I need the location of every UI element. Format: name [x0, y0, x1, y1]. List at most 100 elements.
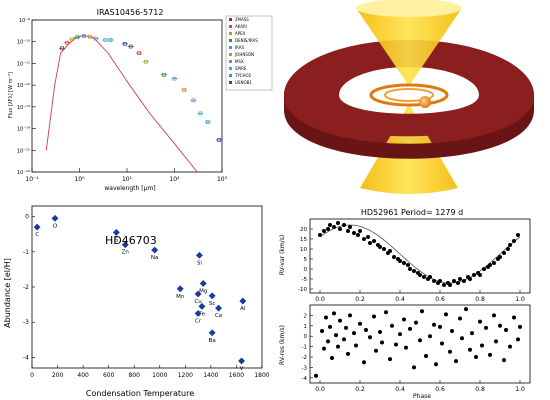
sed-point — [65, 40, 70, 45]
rv-bottom-point — [378, 330, 382, 335]
rv-top-ytick-label: 0 — [304, 267, 308, 273]
rv-bottom-point — [368, 335, 372, 340]
rv-bottom-point — [424, 353, 428, 358]
sed-ylabel: Flux [λFλ] [W m⁻²] — [8, 72, 14, 118]
rv-bottom-point — [502, 358, 506, 363]
abundance-point — [239, 297, 247, 305]
sed-legend-swatch — [229, 81, 232, 84]
abundance-point — [112, 228, 120, 236]
rv-top-point — [352, 231, 356, 235]
sed-legend-label: TYCHO2 — [234, 73, 252, 78]
abundance-point-label: Fe — [199, 311, 206, 317]
rv-top-xtick-label: 1.0 — [515, 296, 525, 303]
sed-title: IRAS10456-5712 — [97, 8, 164, 17]
rv-top-point — [362, 237, 366, 241]
sed-chart: 10⁻¹ 10⁰ 10¹ 10² 10³ 10⁻⁹ 10⁻¹⁰ 10⁻¹¹ 10⁻¹² 10⁻¹³… — [0, 0, 280, 195]
rv-bottom-point — [362, 360, 366, 365]
rv-bottom-point — [458, 316, 462, 321]
sed-point — [144, 59, 148, 64]
rv-top-ytick-label: -10 — [298, 287, 307, 293]
rv-top-point — [438, 279, 442, 283]
abundance-xtick-label: 200 — [52, 372, 64, 379]
abundance-point — [121, 241, 129, 249]
rv-top-frame — [309, 218, 531, 294]
rv-bottom-point — [516, 337, 520, 342]
rv-bottom-point — [336, 344, 340, 349]
rv-bottom-point — [324, 315, 328, 320]
rv-bottom-point — [402, 317, 406, 322]
sed-point — [93, 36, 98, 41]
sed-legend-swatch — [229, 74, 232, 77]
abundance-xlabel: Condensation Temperature — [86, 389, 194, 398]
rv-bottom-ytick-label: -1 — [302, 345, 307, 351]
abundance-point-label: Al — [240, 306, 246, 312]
abundance-star-label: HD46703 — [105, 234, 157, 247]
sed-xlabel: wavelength [μm] — [104, 185, 155, 192]
abundance-point-label: Mn — [176, 294, 185, 300]
rv-bottom-point — [488, 352, 492, 357]
rv-top-point — [406, 263, 410, 267]
rv-xlabel: Phase — [413, 393, 431, 400]
sed-legend-swatch — [229, 46, 232, 49]
rv-top-xtick-label: 0.0 — [315, 296, 325, 303]
abundance-ytick-label: -2 — [23, 284, 29, 291]
abundance-point-label: Na — [151, 255, 159, 261]
rv-bottom-ytick-label: 0 — [304, 334, 308, 340]
rv-top-point — [506, 247, 510, 251]
abundance-point — [151, 246, 159, 254]
abundance-xtick-label: 1400 — [203, 372, 218, 379]
upper-jet-cone — [356, 1, 462, 86]
abundance-xtick-label: 1800 — [254, 372, 269, 379]
sed-legend-label: DENIS/IRAS — [235, 38, 258, 43]
sed-point — [103, 38, 108, 42]
abundance-point-label: C — [35, 232, 39, 238]
abundance-point — [51, 214, 59, 222]
rv-top-point — [508, 243, 512, 247]
sed-point — [60, 46, 64, 51]
rv-bottom-point — [404, 345, 408, 350]
rv-top-point — [472, 273, 476, 277]
abundance-point-label: Mg — [199, 288, 207, 294]
sed-legend-swatch — [229, 60, 232, 63]
torus-illustration — [284, 0, 534, 194]
rv-bottom-point — [484, 325, 488, 330]
sed-point — [75, 35, 80, 40]
abundance-point — [33, 223, 41, 231]
rv-bottom-point — [432, 322, 436, 327]
rv-bottom-point — [512, 315, 516, 320]
rv-bottom-frame — [309, 304, 531, 384]
sed-point — [182, 88, 187, 92]
rv-bottom-ytick-label: -2 — [302, 355, 307, 361]
torus-front-top — [284, 95, 534, 137]
rv-bottom-point — [394, 342, 398, 347]
rv-top-point — [478, 273, 482, 277]
sed-point — [122, 41, 127, 46]
rv-bottom-xtick-label: 0.8 — [475, 386, 485, 393]
rv-top-point — [346, 229, 350, 233]
companion-star — [419, 96, 431, 108]
rv-bottom-point — [464, 307, 468, 312]
rv-top-point — [488, 263, 492, 267]
rv-bottom-point — [322, 346, 326, 351]
rv-top-point — [456, 281, 460, 285]
abundance-point-label: Cu — [194, 299, 201, 305]
rv-top-xtick-label: 0.6 — [435, 296, 445, 303]
sed-legend-label: APEX — [235, 31, 246, 36]
rv-bottom-point — [390, 323, 394, 328]
sed-legend-label: IRAS — [235, 45, 245, 50]
rv-top-point — [372, 239, 376, 243]
rv-bottom-xtick-label: 0.0 — [315, 386, 325, 393]
rv-bottom-point — [384, 310, 388, 315]
sed-legend-label: JOHNSON — [234, 52, 254, 57]
rv-top-point — [432, 279, 436, 283]
rv-top-point — [326, 227, 330, 231]
rv-top-point — [428, 275, 432, 279]
rv-top-point — [356, 233, 360, 237]
sed-xtick-label: 10⁻¹ — [25, 176, 39, 183]
sed-legend-swatch — [229, 67, 232, 70]
central-star — [405, 91, 413, 99]
rv-bottom-point — [412, 365, 416, 370]
rv-bottom-xtick-label: 0.4 — [395, 386, 405, 393]
rv-bottom-point — [498, 323, 502, 328]
sed-point — [87, 34, 92, 39]
